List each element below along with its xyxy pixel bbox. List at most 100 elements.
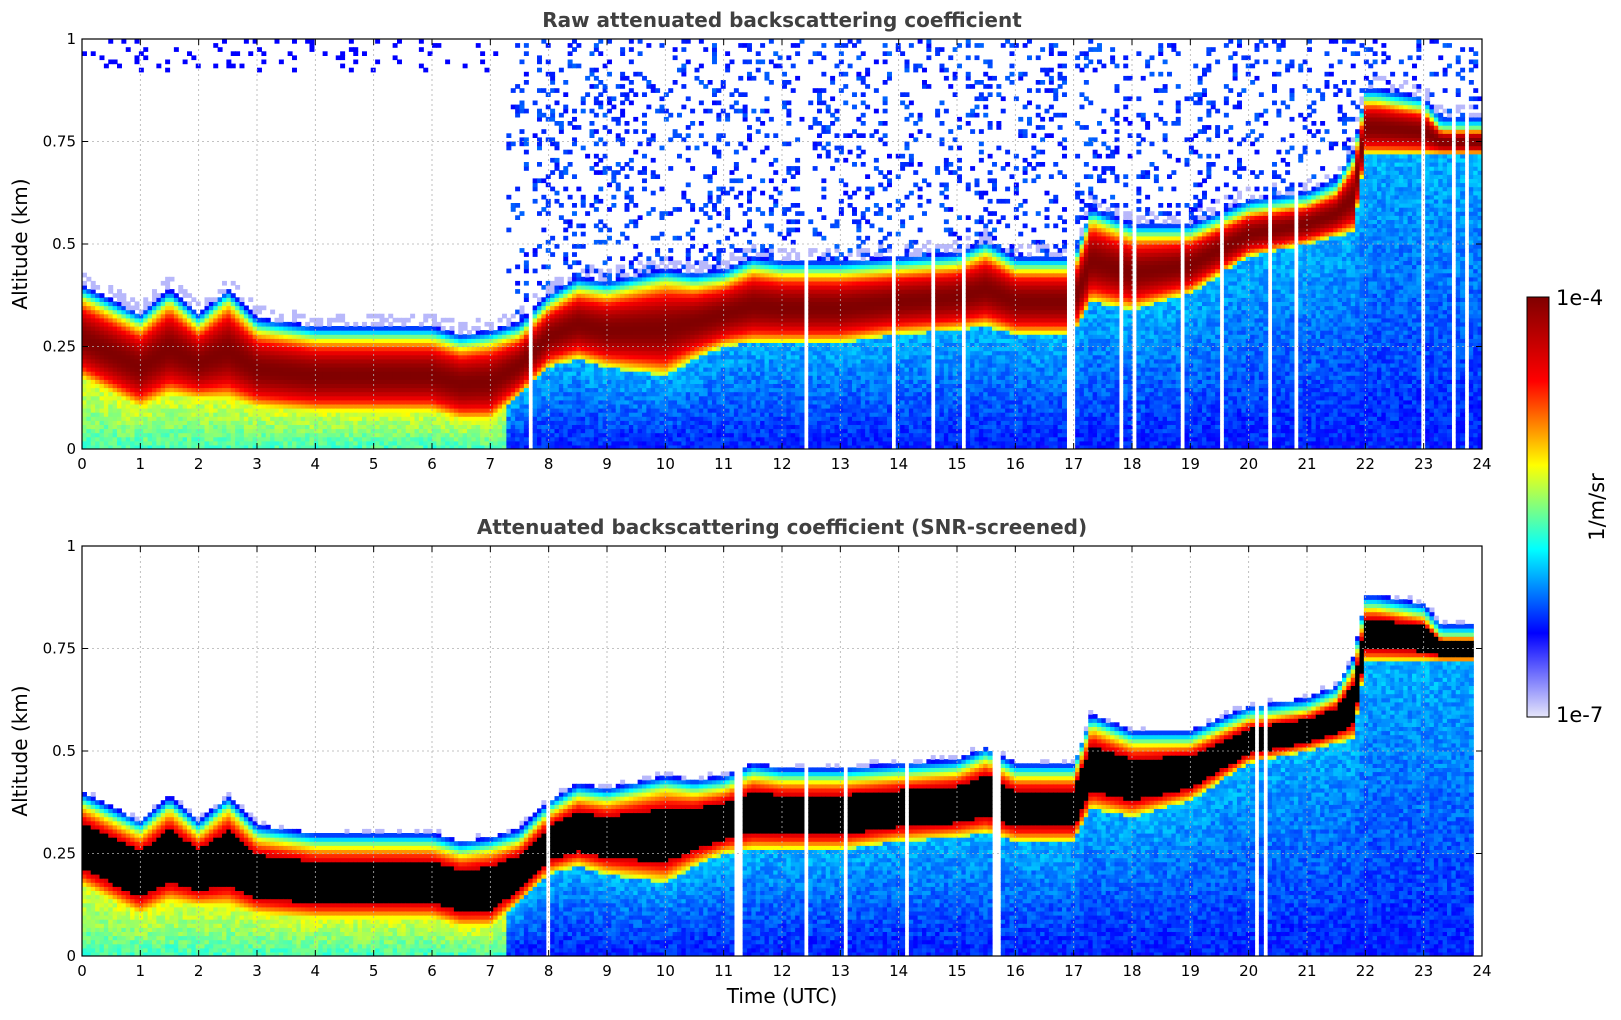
- heat-cell: [309, 412, 315, 417]
- heat-cell: [313, 440, 319, 446]
- heat-cell: [178, 408, 184, 413]
- heat-cell: [108, 358, 114, 364]
- heat-cell: [545, 71, 551, 77]
- heat-cell: [217, 309, 223, 315]
- heat-cell: [117, 334, 122, 339]
- heat-cell: [397, 408, 402, 413]
- heat-cell: [274, 326, 280, 331]
- heat-cell: [204, 330, 210, 335]
- heat-cell: [458, 444, 464, 449]
- heat-cell: [410, 403, 416, 409]
- heat-cell: [558, 289, 564, 294]
- heat-cell: [502, 420, 507, 425]
- heat-cell: [292, 362, 297, 368]
- heat-cell: [178, 367, 184, 372]
- heat-cell: [292, 350, 297, 356]
- heat-cell: [134, 326, 140, 331]
- heat-cell: [112, 342, 118, 348]
- heat-cell: [401, 379, 407, 384]
- heat-cell: [309, 371, 315, 376]
- heat-cell: [585, 375, 591, 380]
- heat-cell: [418, 342, 424, 348]
- heat-cell: [375, 39, 381, 44]
- heat-cell: [397, 334, 402, 339]
- heat-cell: [195, 399, 201, 405]
- heat-cell: [99, 412, 105, 417]
- heat-cell: [558, 424, 564, 430]
- heat-cell: [567, 338, 573, 343]
- heat-cell: [375, 375, 381, 380]
- heat-cell: [598, 432, 604, 438]
- heat-cell: [353, 362, 359, 368]
- heat-cell: [344, 412, 350, 417]
- heat-cell: [366, 395, 372, 401]
- heat-cell: [624, 367, 630, 372]
- heat-cell: [554, 358, 560, 364]
- heat-cell: [95, 432, 101, 438]
- heat-cell: [445, 350, 451, 356]
- heat-cell: [283, 420, 289, 425]
- heat-cell: [99, 293, 105, 298]
- heat-cell: [322, 379, 328, 384]
- heat-cell: [313, 387, 319, 393]
- heat-cell: [558, 346, 564, 352]
- heat-cell: [143, 354, 149, 360]
- heat-cell: [300, 412, 306, 417]
- heat-cell: [270, 399, 276, 405]
- heat-cell: [620, 166, 626, 171]
- heat-cell: [554, 379, 560, 384]
- heat-cell: [134, 55, 140, 61]
- heat-cell: [624, 428, 630, 434]
- heat-cell: [432, 317, 437, 323]
- heat-cell: [195, 371, 201, 376]
- heat-cell: [300, 313, 306, 319]
- heat-cell: [134, 313, 140, 319]
- heat-cell: [112, 350, 118, 356]
- heat-cell: [405, 408, 411, 413]
- heat-cell: [370, 342, 376, 348]
- heat-cell: [519, 342, 525, 348]
- heat-cell: [313, 350, 319, 356]
- heat-cell: [471, 338, 477, 343]
- heat-cell: [497, 391, 503, 397]
- heat-cell: [554, 317, 560, 323]
- heat-cell: [580, 285, 586, 290]
- heat-cell: [230, 432, 236, 438]
- heat-cell: [296, 358, 302, 364]
- heat-cell: [598, 444, 604, 449]
- heat-cell: [607, 59, 612, 65]
- heat-cell: [366, 416, 372, 421]
- heat-cell: [646, 375, 652, 380]
- heat-cell: [108, 420, 114, 425]
- heat-cell: [589, 280, 595, 286]
- heat-cell: [615, 276, 621, 282]
- heat-cell: [532, 100, 538, 106]
- heat-cell: [200, 420, 206, 425]
- heat-cell: [515, 416, 521, 421]
- heat-cell: [208, 342, 214, 348]
- heat-cell: [138, 383, 144, 389]
- heat-cell: [248, 346, 254, 352]
- heat-cell: [471, 334, 477, 339]
- heat-cell: [423, 440, 429, 446]
- heat-cell: [432, 408, 437, 413]
- heat-cell: [99, 375, 105, 380]
- heat-cell: [362, 321, 367, 327]
- heat-cell: [125, 387, 131, 393]
- heat-cell: [642, 305, 647, 311]
- heat-cell: [410, 420, 416, 425]
- panel-raw-heatmap: [82, 39, 1482, 449]
- heat-cell: [427, 367, 433, 372]
- heat-cell: [261, 395, 267, 401]
- heat-cell: [362, 391, 367, 397]
- heat-cell: [554, 395, 560, 401]
- heat-cell: [152, 305, 157, 311]
- heat-cell: [633, 342, 639, 348]
- heat-cell: [497, 358, 503, 364]
- heat-cell: [602, 141, 608, 147]
- heat-cell: [348, 399, 354, 405]
- heat-cell: [475, 424, 481, 430]
- heat-cell: [593, 326, 599, 331]
- heat-cell: [611, 432, 617, 438]
- heat-cell: [523, 416, 529, 421]
